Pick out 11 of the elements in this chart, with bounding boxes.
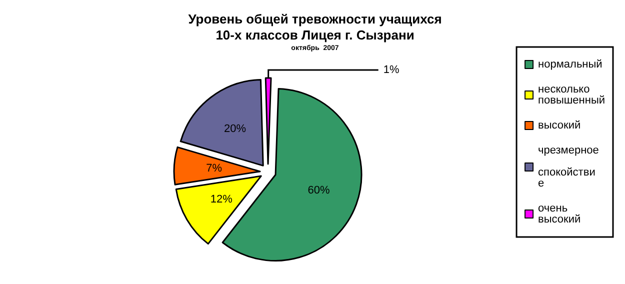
chart-title: Уровень общей тревожности учащихся 10-х классов Лицея г. Сызрани [188,12,442,42]
data-label: 20% [224,123,246,136]
legend-label: нормальный [538,58,602,70]
legend-label: чрезмерное спокойствие [538,144,599,190]
legend-label: несколько повышенный [538,84,605,106]
data-label: 1% [383,64,400,76]
legend-label: высокий [538,120,581,132]
legend-label: очень высокий [538,202,581,226]
data-label: 12% [210,193,233,206]
data-label: 60% [308,184,330,196]
data-label: 7% [206,162,222,174]
